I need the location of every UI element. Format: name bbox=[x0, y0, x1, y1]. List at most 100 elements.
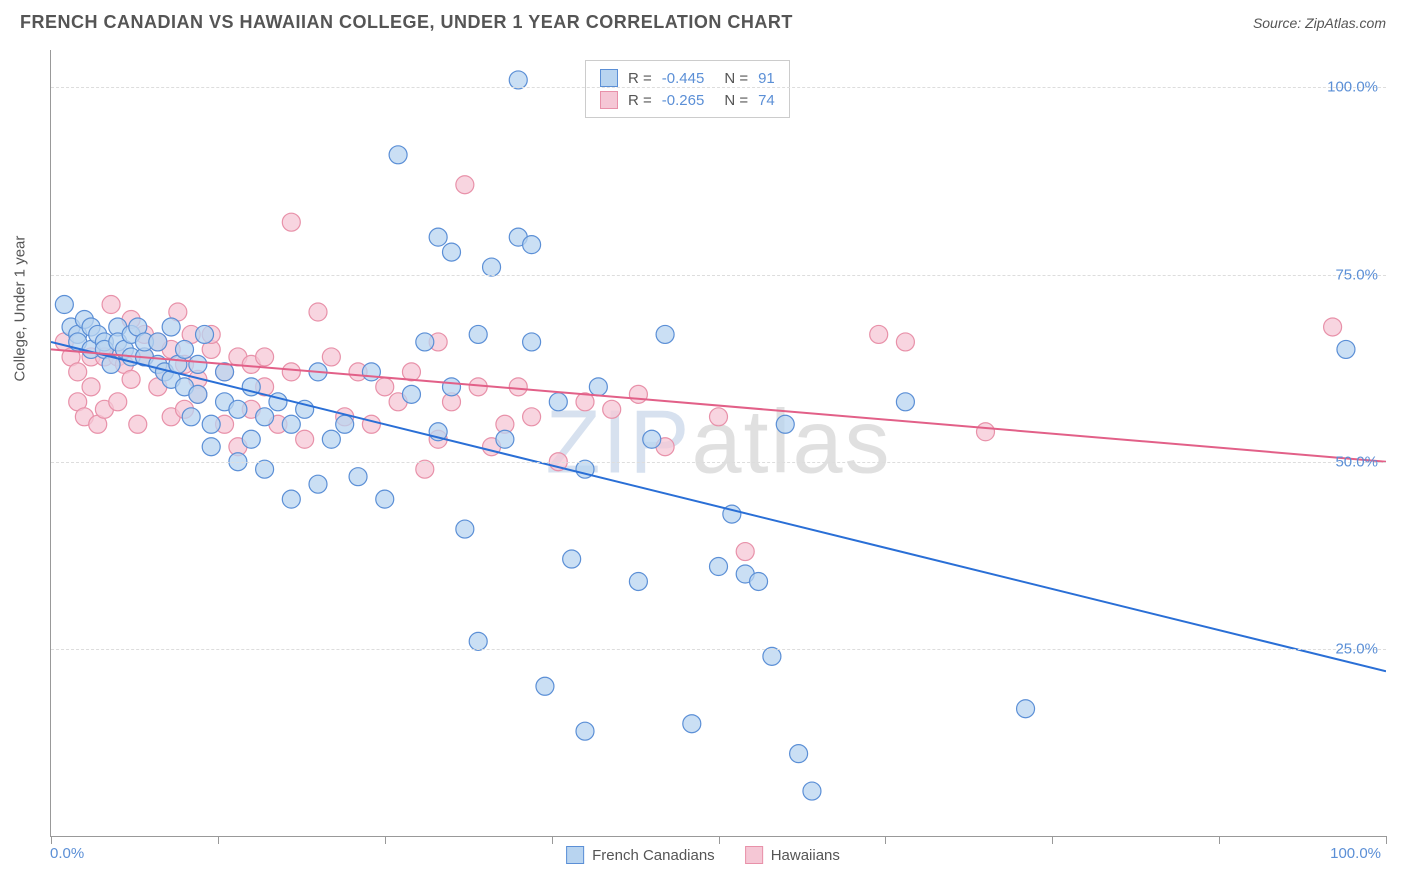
source-attribution: Source: ZipAtlas.com bbox=[1253, 15, 1386, 31]
scatter-point bbox=[349, 468, 367, 486]
x-tick bbox=[885, 836, 886, 844]
scatter-point bbox=[402, 363, 420, 381]
scatter-point bbox=[629, 385, 647, 403]
scatter-point bbox=[790, 745, 808, 763]
scatter-point bbox=[216, 363, 234, 381]
y-tick-label: 25.0% bbox=[1335, 640, 1378, 657]
scatter-point bbox=[362, 415, 380, 433]
legend-row-hawaiian: R = -0.265 N = 74 bbox=[600, 89, 775, 111]
chart-title: FRENCH CANADIAN VS HAWAIIAN COLLEGE, UND… bbox=[20, 12, 793, 33]
y-tick-label: 50.0% bbox=[1335, 453, 1378, 470]
x-tick bbox=[1386, 836, 1387, 844]
scatter-point bbox=[629, 572, 647, 590]
scatter-point bbox=[456, 176, 474, 194]
scatter-point bbox=[109, 393, 127, 411]
scatter-point bbox=[82, 378, 100, 396]
scatter-point bbox=[402, 385, 420, 403]
scatter-point bbox=[469, 632, 487, 650]
scatter-point bbox=[376, 378, 394, 396]
scatter-point bbox=[523, 408, 541, 426]
x-tick bbox=[1052, 836, 1053, 844]
scatter-point bbox=[563, 550, 581, 568]
x-tick bbox=[218, 836, 219, 844]
scatter-point bbox=[162, 318, 180, 336]
scatter-point bbox=[549, 393, 567, 411]
scatter-point bbox=[576, 722, 594, 740]
scatter-point bbox=[750, 572, 768, 590]
legend-row-french-canadian: R = -0.445 N = 91 bbox=[600, 67, 775, 89]
scatter-point bbox=[483, 258, 501, 276]
swatch-hawaiian bbox=[600, 91, 618, 109]
scatter-point bbox=[202, 415, 220, 433]
swatch-french-canadian bbox=[600, 69, 618, 87]
scatter-point bbox=[443, 378, 461, 396]
trend-line bbox=[51, 342, 1386, 671]
scatter-point bbox=[322, 430, 340, 448]
scatter-point bbox=[362, 363, 380, 381]
scatter-point bbox=[683, 715, 701, 733]
scatter-point bbox=[523, 236, 541, 254]
scatter-point bbox=[69, 363, 87, 381]
scatter-point bbox=[736, 543, 754, 561]
scatter-point bbox=[429, 228, 447, 246]
scatter-point bbox=[55, 296, 73, 314]
scatter-point bbox=[896, 393, 914, 411]
scatter-point bbox=[282, 213, 300, 231]
gridline bbox=[51, 87, 1386, 88]
scatter-point bbox=[710, 408, 728, 426]
scatter-point bbox=[242, 430, 260, 448]
y-tick-label: 100.0% bbox=[1327, 79, 1378, 96]
scatter-point bbox=[776, 415, 794, 433]
x-axis-max-label: 100.0% bbox=[1330, 845, 1381, 862]
scatter-point bbox=[509, 378, 527, 396]
scatter-point bbox=[229, 400, 247, 418]
scatter-point bbox=[336, 415, 354, 433]
scatter-point bbox=[710, 558, 728, 576]
scatter-point bbox=[309, 475, 327, 493]
scatter-point bbox=[1017, 700, 1035, 718]
x-tick bbox=[1219, 836, 1220, 844]
scatter-point bbox=[1324, 318, 1342, 336]
scatter-point bbox=[282, 415, 300, 433]
chart-header: FRENCH CANADIAN VS HAWAIIAN COLLEGE, UND… bbox=[0, 0, 1406, 41]
scatter-point bbox=[176, 340, 194, 358]
scatter-point bbox=[416, 333, 434, 351]
legend-item-hawaiian: Hawaiians bbox=[745, 846, 840, 864]
scatter-point bbox=[509, 71, 527, 89]
swatch-icon bbox=[566, 846, 584, 864]
scatter-point bbox=[189, 355, 207, 373]
scatter-point bbox=[443, 243, 461, 261]
scatter-point bbox=[282, 363, 300, 381]
x-tick bbox=[719, 836, 720, 844]
scatter-point bbox=[256, 460, 274, 478]
scatter-point bbox=[803, 782, 821, 800]
scatter-point bbox=[496, 430, 514, 448]
swatch-icon bbox=[745, 846, 763, 864]
scatter-point bbox=[102, 296, 120, 314]
y-tick-label: 75.0% bbox=[1335, 266, 1378, 283]
x-tick bbox=[552, 836, 553, 844]
x-axis-min-label: 0.0% bbox=[50, 845, 84, 862]
scatter-point bbox=[256, 348, 274, 366]
scatter-point bbox=[122, 370, 140, 388]
scatter-point bbox=[456, 520, 474, 538]
x-tick bbox=[385, 836, 386, 844]
scatter-point bbox=[149, 333, 167, 351]
y-axis-title: College, Under 1 year bbox=[12, 236, 29, 382]
scatter-point bbox=[202, 438, 220, 456]
scatter-point bbox=[589, 378, 607, 396]
chart-plot-area: ZIPatlas R = -0.445 N = 91 R = -0.265 N … bbox=[50, 50, 1386, 837]
gridline bbox=[51, 462, 1386, 463]
gridline bbox=[51, 275, 1386, 276]
scatter-point bbox=[896, 333, 914, 351]
scatter-point bbox=[376, 490, 394, 508]
plot-surface: ZIPatlas R = -0.445 N = 91 R = -0.265 N … bbox=[51, 50, 1386, 836]
scatter-point bbox=[870, 325, 888, 343]
scatter-point bbox=[282, 490, 300, 508]
scatter-svg bbox=[51, 50, 1386, 836]
scatter-point bbox=[763, 647, 781, 665]
scatter-point bbox=[256, 408, 274, 426]
scatter-point bbox=[389, 146, 407, 164]
scatter-point bbox=[656, 325, 674, 343]
scatter-point bbox=[322, 348, 340, 366]
